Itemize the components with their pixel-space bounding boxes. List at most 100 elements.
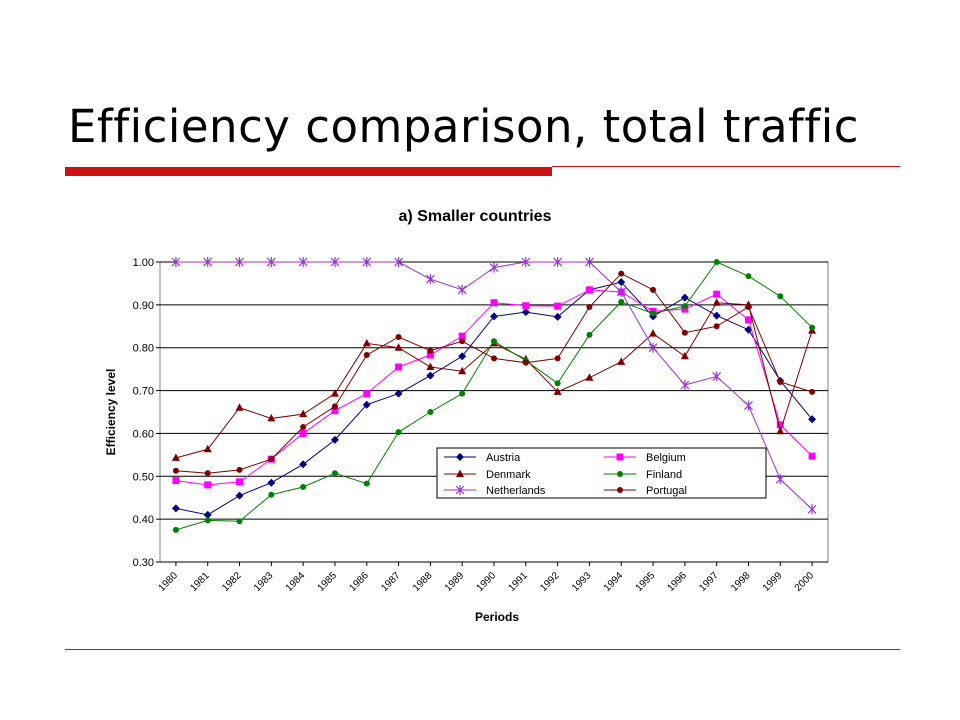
data-point bbox=[522, 302, 530, 310]
data-point bbox=[521, 308, 530, 317]
x-axis-label: Periods bbox=[475, 610, 519, 624]
data-point bbox=[330, 257, 340, 267]
data-point bbox=[617, 278, 626, 287]
data-point bbox=[491, 355, 497, 362]
data-point bbox=[553, 312, 562, 321]
data-point bbox=[776, 426, 785, 435]
legend-item: Austria bbox=[444, 452, 521, 464]
y-tick-label: 0.90 bbox=[133, 300, 154, 312]
legend-label: Denmark bbox=[486, 469, 531, 481]
legend-label: Finland bbox=[646, 469, 682, 481]
y-tick-label: 0.50 bbox=[133, 471, 154, 483]
data-point bbox=[649, 329, 658, 337]
data-point bbox=[362, 257, 372, 267]
x-tick-label: 1983 bbox=[252, 570, 276, 594]
data-point bbox=[712, 311, 721, 320]
legend-item: Belgium bbox=[604, 452, 686, 464]
data-point bbox=[236, 466, 243, 473]
data-point bbox=[362, 400, 371, 409]
series-group bbox=[171, 257, 817, 533]
x-tick-label: 1987 bbox=[379, 570, 403, 594]
slide-title: Efficiency comparison, total traffic bbox=[68, 100, 859, 153]
x-tick-label: 2000 bbox=[793, 570, 817, 594]
data-point bbox=[267, 478, 276, 487]
title-rule-line bbox=[552, 166, 900, 167]
x-tick-label: 1993 bbox=[570, 570, 594, 594]
data-point bbox=[681, 329, 688, 336]
x-tick-label: 1996 bbox=[665, 570, 689, 594]
chart-title: a) Smaller countries bbox=[399, 208, 552, 225]
x-tick-label: 1995 bbox=[634, 570, 658, 594]
data-point bbox=[331, 403, 338, 410]
y-axis-label: Efficiency level bbox=[104, 369, 118, 456]
data-point bbox=[394, 343, 403, 351]
data-point bbox=[585, 286, 593, 294]
data-point bbox=[712, 298, 721, 306]
data-point bbox=[204, 517, 211, 524]
data-point bbox=[617, 357, 626, 365]
x-tick-label: 1984 bbox=[284, 570, 308, 594]
data-point bbox=[777, 379, 784, 385]
data-point bbox=[363, 480, 370, 487]
data-point bbox=[363, 390, 371, 398]
legend-label: Netherlands bbox=[486, 485, 546, 497]
data-point bbox=[203, 257, 213, 267]
data-point bbox=[458, 332, 466, 340]
data-point bbox=[680, 293, 689, 302]
data-point bbox=[650, 286, 657, 293]
data-point bbox=[204, 470, 211, 477]
data-point bbox=[459, 390, 466, 397]
series-netherlands bbox=[171, 257, 817, 515]
data-point bbox=[489, 262, 499, 273]
legend-item: Netherlands bbox=[444, 485, 546, 497]
data-point bbox=[713, 323, 720, 330]
legend-item: Denmark bbox=[444, 469, 531, 481]
data-point bbox=[203, 510, 212, 519]
data-point bbox=[744, 400, 753, 411]
data-point bbox=[426, 362, 435, 370]
x-tick-label: 1981 bbox=[188, 570, 212, 594]
legend-item: Portugal bbox=[604, 485, 687, 497]
data-point bbox=[394, 389, 403, 398]
legend-marker bbox=[456, 469, 464, 477]
y-tick-label: 0.80 bbox=[133, 343, 154, 355]
data-point bbox=[235, 257, 244, 267]
data-point bbox=[712, 371, 722, 382]
data-point bbox=[300, 484, 307, 490]
data-point bbox=[553, 257, 563, 267]
data-point bbox=[554, 355, 561, 362]
data-point bbox=[491, 338, 497, 345]
y-tick-label: 1.00 bbox=[133, 257, 154, 269]
data-point bbox=[235, 491, 244, 500]
data-point bbox=[330, 435, 339, 444]
y-axis-ticks: 0.30 0.40 0.50 0.60 0.70 0.80 0.90 1.00 bbox=[133, 257, 160, 569]
data-point bbox=[330, 389, 339, 397]
data-point bbox=[809, 324, 816, 331]
title-underline-bar bbox=[65, 167, 552, 176]
data-point bbox=[331, 470, 338, 477]
x-tick-label: 1991 bbox=[506, 570, 530, 594]
data-point bbox=[522, 359, 529, 366]
data-point bbox=[650, 310, 657, 317]
legend-box bbox=[436, 447, 767, 499]
legend-label: Portugal bbox=[646, 485, 687, 497]
data-point bbox=[809, 388, 816, 395]
data-point bbox=[680, 380, 690, 390]
x-tick-label: 1998 bbox=[729, 570, 753, 594]
x-tick-label: 1990 bbox=[475, 570, 499, 594]
data-point bbox=[490, 299, 498, 307]
data-point bbox=[172, 526, 179, 533]
data-point bbox=[266, 257, 276, 267]
data-point bbox=[713, 259, 720, 265]
data-point bbox=[268, 456, 275, 463]
data-point bbox=[236, 478, 244, 486]
data-point bbox=[171, 257, 181, 267]
data-point bbox=[618, 270, 625, 277]
data-point bbox=[235, 403, 244, 411]
series-portugal bbox=[172, 270, 816, 477]
x-axis-ticks: 1980 1981 1982 1983 1984 1985 1986 1987 1988 1989… bbox=[157, 562, 817, 594]
data-point bbox=[777, 293, 784, 300]
data-point bbox=[300, 424, 307, 430]
data-point bbox=[713, 290, 721, 298]
data-point bbox=[808, 415, 817, 424]
